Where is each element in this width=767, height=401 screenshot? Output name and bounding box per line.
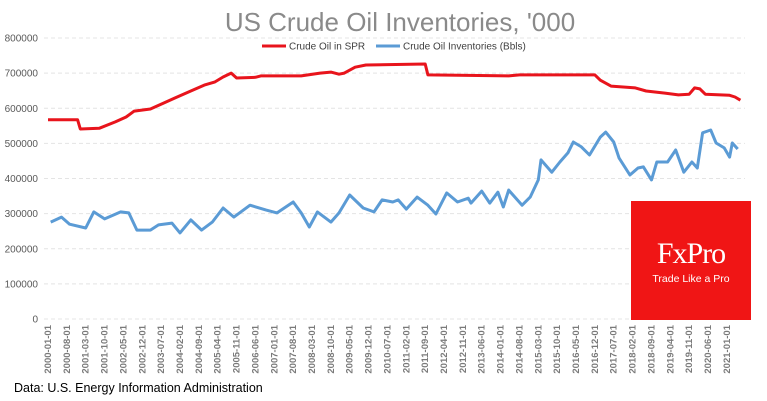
legend-label: Crude Oil in SPR xyxy=(289,42,365,53)
x-tick-label: 2007-01-01 xyxy=(269,324,280,373)
x-tick-label: 2014-01-01 xyxy=(496,324,507,373)
y-tick-label: 600000 xyxy=(5,104,39,115)
x-tick-label: 2001-10-01 xyxy=(100,324,111,373)
inventories-series-line xyxy=(50,128,739,235)
x-tick-label: 2020-06-01 xyxy=(703,324,714,373)
x-tick-label: 2016-12-01 xyxy=(590,324,601,373)
y-tick-label: 300000 xyxy=(5,209,39,220)
x-tick-label: 2001-03-01 xyxy=(81,324,92,373)
x-tick-label: 2008-10-01 xyxy=(326,324,337,373)
x-tick-label: 2011-09-01 xyxy=(420,324,431,373)
x-tick-label: 2009-12-01 xyxy=(364,324,375,373)
logo-tagline: Trade Like a Pro xyxy=(652,273,730,285)
source-note: Data: U.S. Energy Information Administra… xyxy=(14,381,263,395)
x-tick-label: 2017-07-01 xyxy=(609,324,620,373)
y-tick-label: 100000 xyxy=(5,279,39,290)
x-tick-label: 2000-08-01 xyxy=(62,324,73,373)
x-tick-label: 2002-05-01 xyxy=(118,324,129,373)
y-tick-label: 700000 xyxy=(5,69,39,80)
x-tick-label: 2006-06-01 xyxy=(250,324,261,373)
x-tick-label: 2005-11-01 xyxy=(232,324,243,373)
x-tick-label: 2014-08-01 xyxy=(514,324,525,373)
x-tick-label: 2011-02-01 xyxy=(401,324,412,373)
x-tick-label: 2015-03-01 xyxy=(533,324,544,373)
x-tick-label: 2012-11-01 xyxy=(458,324,469,373)
x-tick-label: 2018-09-01 xyxy=(646,324,657,373)
fxpro-logo: FxPro Trade Like a Pro xyxy=(631,201,751,320)
x-tick-label: 2002-12-01 xyxy=(137,324,148,373)
x-tick-label: 2000-01-01 xyxy=(43,324,54,373)
y-tick-label: 200000 xyxy=(5,244,39,255)
x-tick-label: 2010-07-01 xyxy=(382,324,393,373)
x-tick-label: 2005-04-01 xyxy=(213,324,224,373)
x-tick-label: 2019-04-01 xyxy=(665,324,676,373)
x-tick-label: 2004-09-01 xyxy=(194,324,205,373)
x-tick-label: 2009-05-01 xyxy=(345,324,356,373)
x-tick-label: 2004-02-01 xyxy=(175,324,186,373)
x-tick-label: 2016-05-01 xyxy=(571,324,582,373)
x-tick-label: 2021-01-01 xyxy=(722,324,733,373)
x-tick-label: 2012-04-01 xyxy=(439,324,450,373)
logo-brand: FxPro xyxy=(656,237,726,270)
x-tick-label: 2003-07-01 xyxy=(156,324,167,373)
spr-series-line xyxy=(48,62,742,131)
legend-label: Crude Oil Inventories (Bbls) xyxy=(403,42,526,53)
y-tick-label: 500000 xyxy=(5,139,39,150)
x-tick-label: 2018-02-01 xyxy=(628,324,639,373)
x-tick-label: 2019-11-01 xyxy=(684,324,695,373)
x-tick-label: 2013-06-01 xyxy=(477,324,488,373)
x-tick-label: 2008-03-01 xyxy=(307,324,318,373)
chart-title: US Crude Oil Inventories, '000 xyxy=(225,7,575,37)
x-tick-label: 2007-08-01 xyxy=(288,324,299,373)
x-tick-label: 2015-10-01 xyxy=(552,324,563,373)
y-tick-label: 0 xyxy=(32,315,38,326)
y-tick-label: 800000 xyxy=(5,34,39,45)
y-tick-label: 400000 xyxy=(5,174,39,185)
